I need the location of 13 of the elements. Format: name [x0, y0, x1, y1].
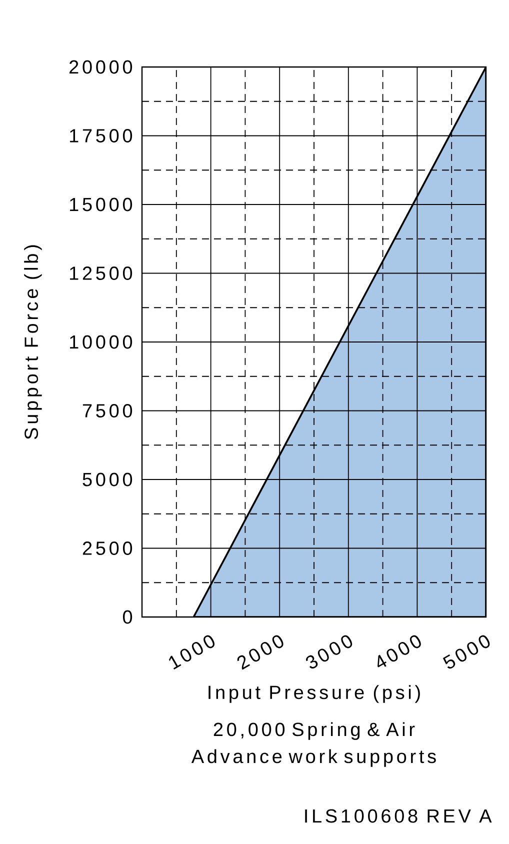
y-tick-label: 20000 [70, 60, 132, 74]
y-tick-label: 7500 [82, 404, 132, 418]
text: ILS100608 REV A [305, 809, 492, 823]
y-tick-label: 12500 [70, 266, 132, 280]
x-axis-title: Input Pressure (psi) [208, 685, 420, 703]
y-tick-label: 5000 [82, 472, 132, 486]
y-tick-label: 17500 [70, 129, 132, 142]
y-tick-label: 0 [122, 610, 132, 624]
text: 20,000 Spring & Air Advance work supports [191, 722, 436, 767]
y-axis-title: Support Force (lb) [24, 245, 42, 440]
y-tick-label: 2500 [82, 542, 132, 555]
y-tick-label: 15000 [70, 198, 132, 212]
y-tick-label: 10000 [70, 335, 132, 349]
